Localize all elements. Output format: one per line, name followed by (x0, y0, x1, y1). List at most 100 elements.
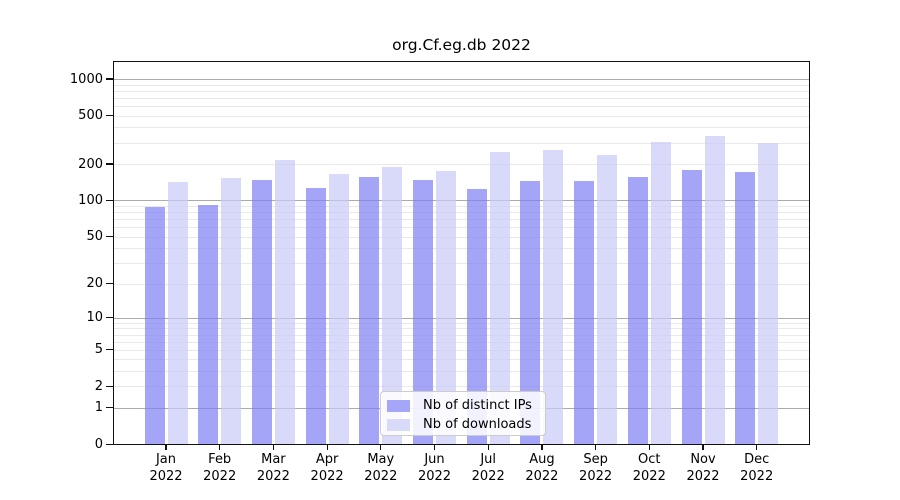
minor-gridline (113, 97, 810, 99)
bar (167, 182, 188, 445)
x-tick (648, 445, 650, 450)
x-tick-label: Jun 2022 (403, 452, 467, 485)
legend-swatch-distinct-ips (387, 399, 410, 412)
legend-swatch-downloads (387, 418, 410, 431)
legend-entry-downloads: Nb of downloads (387, 417, 545, 432)
x-tick-label-line: 2022 (525, 468, 559, 484)
legend: Nb of distinct IPs Nb of downloads (380, 391, 546, 436)
x-tick (541, 445, 543, 450)
bar (221, 178, 242, 445)
y-tick-label: 200 (78, 156, 103, 172)
bar (382, 166, 403, 445)
minor-gridline (113, 283, 810, 285)
bar (251, 179, 272, 445)
x-tick-label-line: May (367, 452, 395, 467)
x-tick (433, 445, 436, 450)
x-tick (380, 445, 382, 450)
minor-gridline (113, 90, 810, 92)
y-tick (106, 199, 113, 202)
y-tick-label: 20 (86, 276, 103, 291)
minor-gridline (113, 106, 810, 107)
minor-gridline (113, 219, 810, 220)
legend-label-downloads: Nb of downloads (423, 417, 532, 432)
minor-gridline (113, 84, 810, 86)
x-tick-label-line: Jul (480, 452, 497, 467)
minor-gridline (113, 142, 810, 144)
x-tick (326, 445, 328, 450)
bar (466, 188, 487, 445)
bar (274, 160, 295, 445)
bar (650, 141, 671, 445)
minor-gridline (113, 371, 810, 373)
y-tick-label: 50 (86, 229, 103, 244)
minor-gridline (113, 236, 810, 238)
minor-gridline (113, 334, 810, 336)
bar (735, 171, 756, 445)
chart-title: org.Cf.eg.db 2022 (392, 36, 531, 54)
x-tick (756, 445, 758, 450)
y-tick (106, 385, 113, 388)
bar (681, 170, 702, 445)
minor-gridline (113, 359, 810, 361)
minor-gridline (113, 386, 810, 388)
minor-gridline (113, 341, 810, 343)
y-tick-label: 2 (94, 378, 103, 394)
minor-gridline (113, 205, 810, 207)
major-gridline (113, 200, 810, 202)
x-tick-label-line: 2022 (740, 468, 774, 484)
bar (305, 187, 326, 445)
y-tick (106, 235, 113, 238)
x-tick (595, 445, 597, 450)
x-tick-label-line: 2022 (632, 468, 666, 484)
minor-gridline (113, 328, 810, 330)
x-tick-label-line: 2022 (471, 468, 505, 484)
bar (489, 152, 510, 445)
x-tick (165, 445, 167, 450)
x-tick-label: Feb 2022 (188, 452, 252, 485)
y-tick (106, 349, 113, 351)
x-tick (702, 445, 704, 450)
y-tick (106, 407, 113, 409)
x-tick-label-line: 2022 (686, 468, 720, 484)
minor-gridline (113, 127, 810, 129)
y-tick-label: 500 (78, 108, 103, 124)
x-tick-label: Jan 2022 (134, 452, 198, 485)
x-tick-label: Jul 2022 (456, 452, 520, 485)
y-tick (106, 443, 113, 446)
x-tick-label-line: Nov (690, 452, 716, 467)
minor-gridline (113, 227, 810, 228)
x-tick-label-line: 2022 (256, 468, 290, 484)
x-tick-label-line: Jun (424, 452, 445, 467)
y-tick (106, 115, 113, 117)
x-tick-label-line: 2022 (579, 468, 613, 484)
bar (198, 204, 219, 445)
x-tick-label-line: 2022 (149, 468, 183, 484)
minor-gridline (113, 115, 810, 117)
bar (436, 171, 456, 445)
bar (520, 180, 541, 445)
minor-gridline (113, 248, 810, 250)
x-tick-label-line: Aug (529, 452, 555, 467)
plot-area: Nb of distinct IPs Nb of downloads (113, 61, 810, 445)
x-tick-label-line: Apr (315, 452, 339, 467)
x-tick-label-line: Jan (155, 452, 177, 467)
bar (328, 173, 349, 445)
x-tick-label: May 2022 (349, 452, 413, 485)
x-tick-label: Mar 2022 (241, 452, 305, 485)
major-gridline (113, 79, 810, 80)
y-tick (106, 282, 113, 285)
y-tick-label: 1 (94, 400, 103, 416)
x-tick-label-line: 2022 (310, 468, 344, 484)
x-tick-label: Nov 2022 (671, 452, 735, 485)
legend-label-distinct-ips: Nb of distinct IPs (423, 398, 532, 413)
x-tick-label-line: Mar (261, 452, 286, 467)
x-tick (487, 445, 489, 450)
bar (627, 177, 648, 445)
x-tick-label: Dec 2022 (725, 452, 789, 485)
bar (543, 149, 564, 445)
minor-gridline (113, 212, 810, 213)
x-tick-label-line: Dec (744, 452, 770, 467)
x-tick (272, 445, 275, 450)
x-tick-label-line: Feb (208, 452, 232, 467)
bar (574, 180, 595, 445)
